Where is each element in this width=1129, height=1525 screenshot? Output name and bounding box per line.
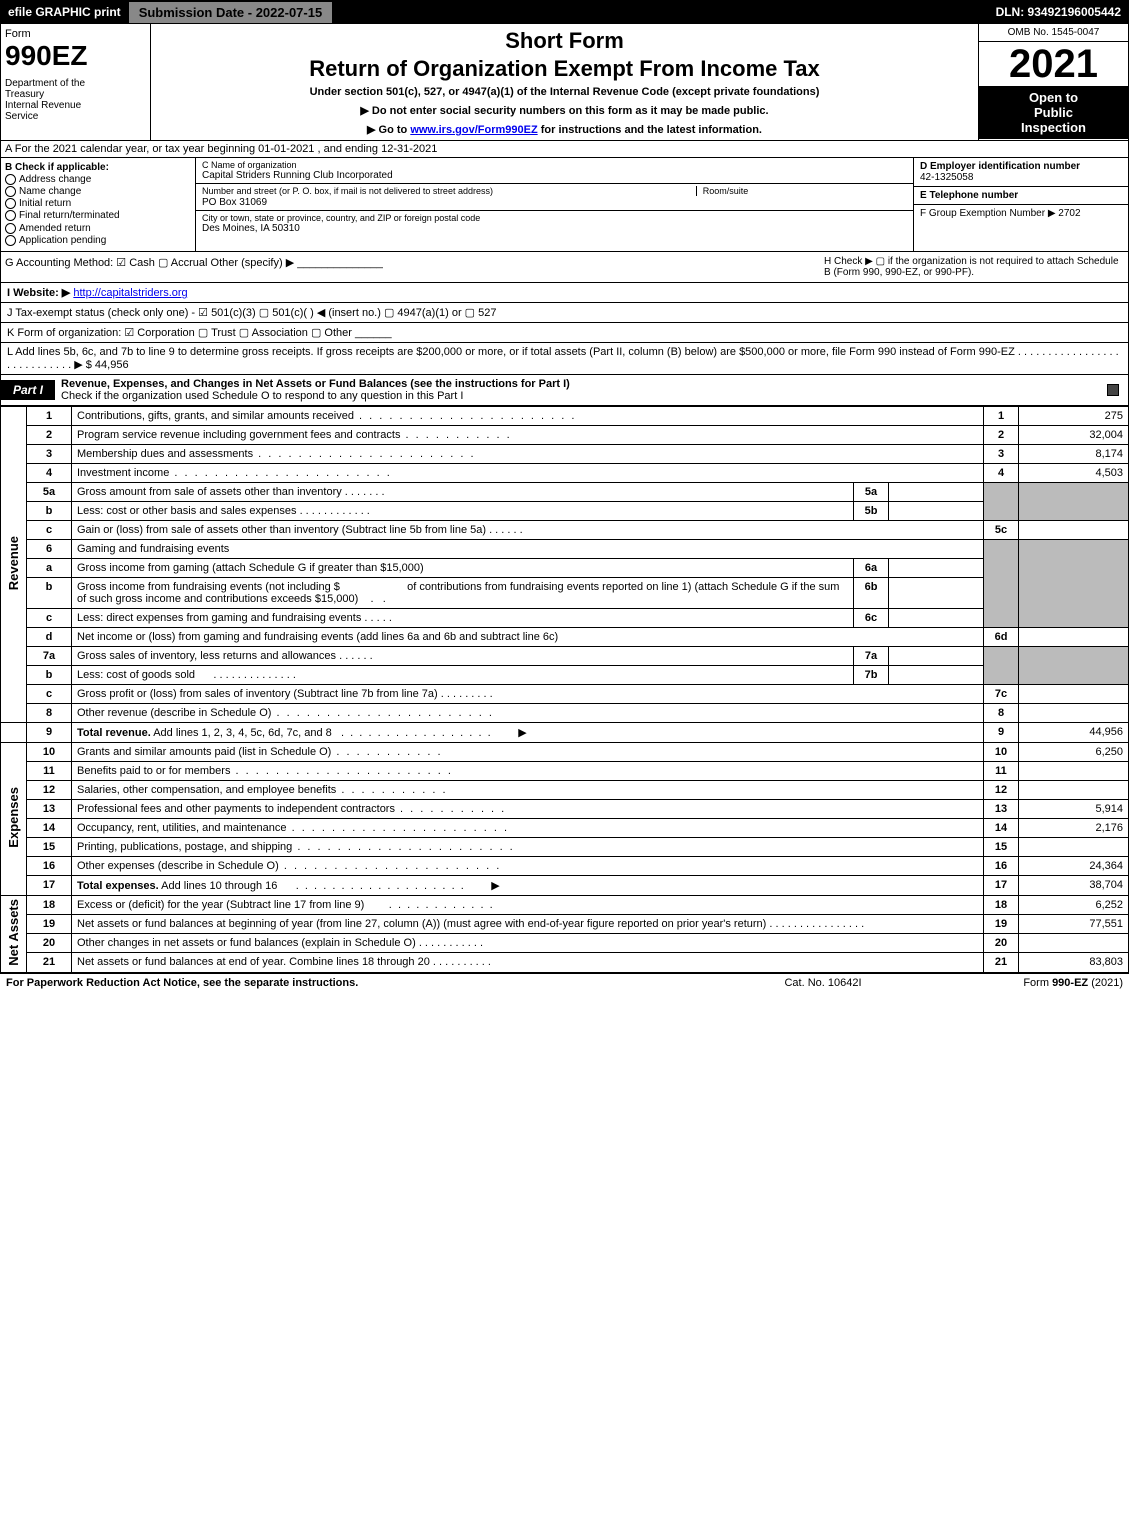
city-label: City or town, state or province, country… (202, 213, 907, 223)
line-10-amount: 6,250 (1019, 742, 1129, 761)
part-1-title: Revenue, Expenses, and Changes in Net As… (61, 378, 570, 390)
accounting-method: G Accounting Method: ☑ Cash ▢ Accrual Ot… (5, 256, 824, 278)
section-b-label: B Check if applicable: (5, 162, 109, 173)
footer-left: For Paperwork Reduction Act Notice, see … (6, 977, 723, 989)
under-section-text: Under section 501(c), 527, or 4947(a)(1)… (161, 86, 968, 98)
part-1-check-text: Check if the organization used Schedule … (61, 390, 463, 402)
schedule-o-checkbox[interactable] (1107, 384, 1119, 396)
section-b: B Check if applicable: Address change Na… (1, 158, 196, 251)
line-1-amount: 275 (1019, 406, 1129, 425)
return-title: Return of Organization Exempt From Incom… (161, 56, 968, 82)
line-3-amount: 8,174 (1019, 444, 1129, 463)
section-c: C Name of organization Capital Striders … (196, 158, 913, 251)
footer-cat-no: Cat. No. 10642I (723, 977, 923, 989)
checkbox-address-change[interactable] (5, 174, 16, 185)
footer-form-ref: Form 990-EZ (2021) (923, 977, 1123, 989)
section-h: H Check ▶ ▢ if the organization is not r… (824, 256, 1124, 278)
info-block: B Check if applicable: Address change Na… (0, 158, 1129, 252)
website-label: I Website: ▶ (7, 287, 70, 299)
phone-label: E Telephone number (920, 190, 1018, 201)
short-form-title: Short Form (161, 28, 968, 54)
goto-text: ▶ Go to www.irs.gov/Form990EZ for instru… (161, 123, 968, 136)
checkbox-final-return[interactable] (5, 210, 16, 221)
checkbox-amended-return[interactable] (5, 223, 16, 234)
checkbox-name-change[interactable] (5, 186, 16, 197)
org-name: Capital Striders Running Club Incorporat… (202, 170, 907, 181)
submission-date: Submission Date - 2022-07-15 (129, 2, 333, 23)
section-a: A For the 2021 calendar year, or tax yea… (0, 141, 1129, 158)
lines-table: Revenue 1Contributions, gifts, grants, a… (0, 406, 1129, 973)
part-1-label: Part I (1, 380, 55, 400)
no-ssn-text: ▶ Do not enter social security numbers o… (161, 104, 968, 117)
form-number: 990EZ (5, 40, 146, 72)
line-13-amount: 5,914 (1019, 799, 1129, 818)
checkbox-initial-return[interactable] (5, 198, 16, 209)
street-label: Number and street (or P. O. box, if mail… (202, 186, 493, 196)
street-address: PO Box 31069 (202, 197, 907, 208)
section-d: D Employer identification number 42-1325… (913, 158, 1128, 251)
efile-label: efile GRAPHIC print (0, 3, 129, 21)
netassets-sidelabel: Net Assets (6, 899, 21, 966)
line-17-amount: 38,704 (1019, 875, 1129, 895)
form-label: Form (5, 28, 146, 40)
page-footer: For Paperwork Reduction Act Notice, see … (0, 973, 1129, 992)
row-k: K Form of organization: ☑ Corporation ▢ … (0, 323, 1129, 343)
line-14-amount: 2,176 (1019, 818, 1129, 837)
department-label: Department of theTreasuryInternal Revenu… (5, 78, 146, 122)
form-header: Form 990EZ Department of theTreasuryInte… (0, 24, 1129, 141)
checkbox-application-pending[interactable] (5, 235, 16, 246)
row-l: L Add lines 5b, 6c, and 7b to line 9 to … (0, 343, 1129, 375)
inspection-label: Open toPublicInspection (979, 86, 1128, 139)
row-g-h: G Accounting Method: ☑ Cash ▢ Accrual Ot… (0, 252, 1129, 283)
omb-number: OMB No. 1545-0047 (979, 24, 1128, 42)
city-address: Des Moines, IA 50310 (202, 223, 907, 234)
org-name-label: C Name of organization (202, 160, 907, 170)
line-19-amount: 77,551 (1019, 915, 1129, 934)
line-18-amount: 6,252 (1019, 895, 1129, 914)
dln-label: DLN: 93492196005442 (988, 3, 1129, 21)
top-bar: efile GRAPHIC print Submission Date - 20… (0, 0, 1129, 24)
tax-year: 2021 (979, 42, 1128, 86)
part-1-header: Part I Revenue, Expenses, and Changes in… (0, 375, 1129, 406)
line-9-amount: 44,956 (1019, 722, 1129, 742)
ein-value: 42-1325058 (920, 172, 973, 183)
row-i: I Website: ▶ http://capitalstriders.org (0, 283, 1129, 303)
line-21-amount: 83,803 (1019, 953, 1129, 972)
revenue-sidelabel: Revenue (6, 536, 21, 590)
expenses-sidelabel: Expenses (6, 787, 21, 848)
room-label: Room/suite (696, 186, 749, 196)
irs-link[interactable]: www.irs.gov/Form990EZ (410, 124, 537, 136)
ein-label: D Employer identification number (920, 161, 1080, 172)
website-link[interactable]: http://capitalstriders.org (73, 287, 187, 299)
group-exemption: F Group Exemption Number ▶ 2702 (914, 205, 1128, 222)
line-2-amount: 32,004 (1019, 425, 1129, 444)
row-j: J Tax-exempt status (check only one) - ☑… (0, 303, 1129, 323)
line-16-amount: 24,364 (1019, 856, 1129, 875)
line-4-amount: 4,503 (1019, 463, 1129, 482)
